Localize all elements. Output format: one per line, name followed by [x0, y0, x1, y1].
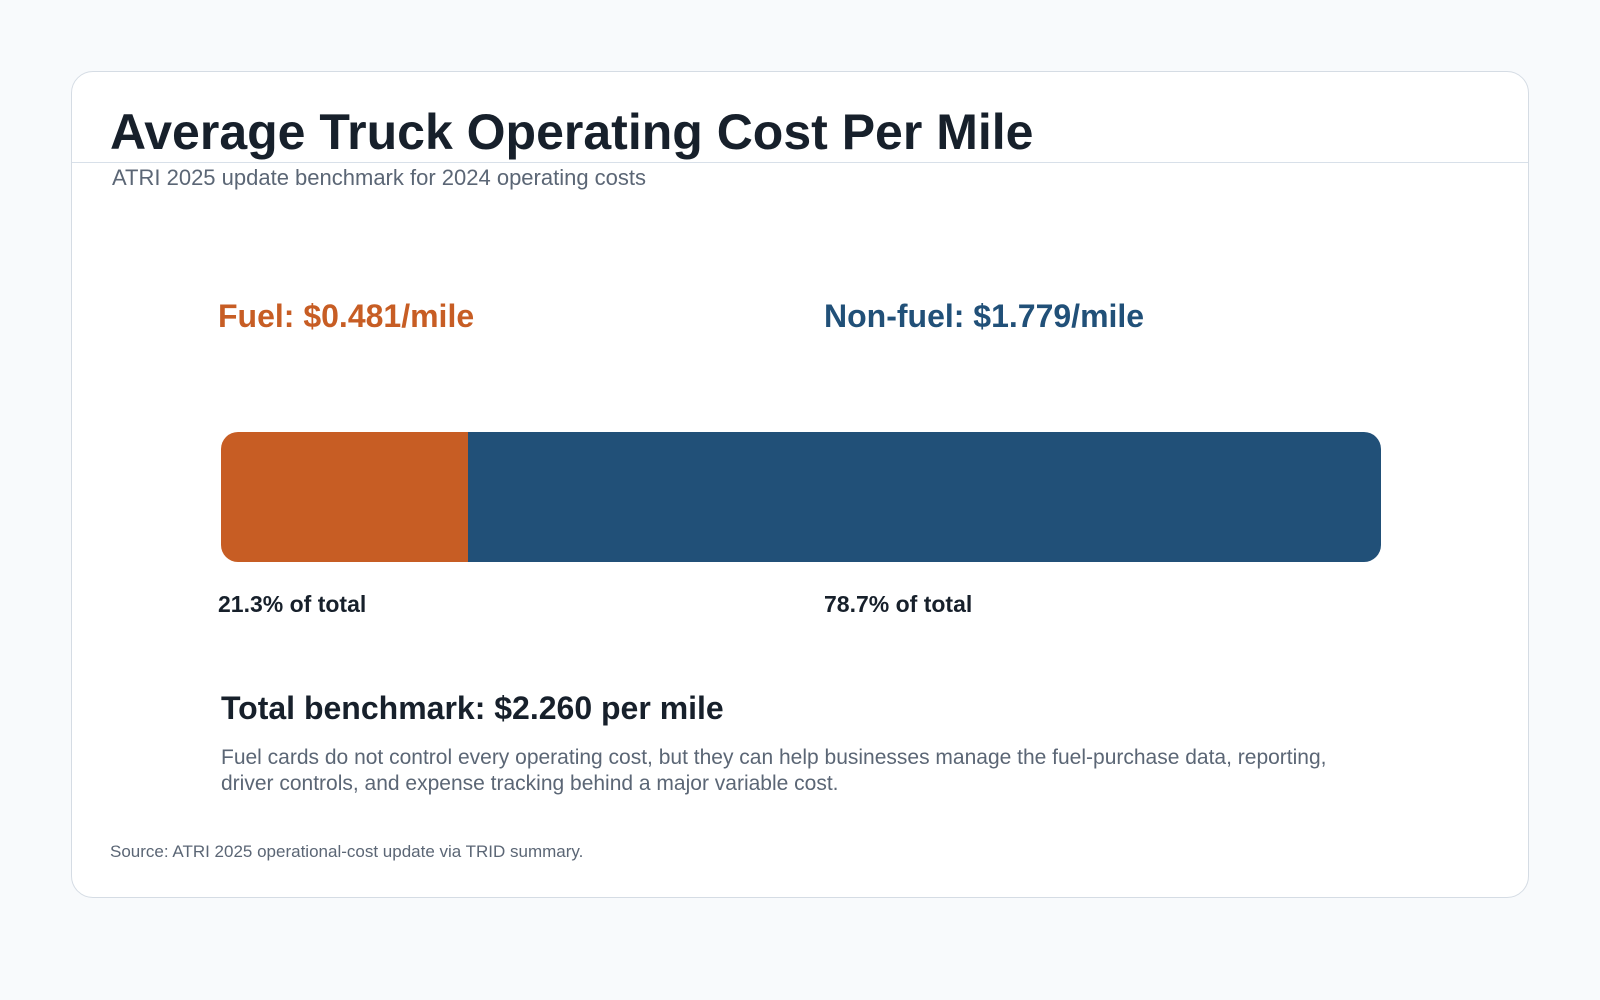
title-divider: [72, 162, 1528, 163]
explanatory-note: Fuel cards do not control every operatin…: [221, 746, 1327, 795]
non-fuel-bar-segment: [467, 432, 1381, 562]
chart-card: Average Truck Operating Cost Per Mile AT…: [71, 71, 1529, 898]
source-note: Source: ATRI 2025 operational-cost updat…: [110, 842, 584, 861]
non-fuel-value-label: Non-fuel: $1.779/mile: [824, 298, 1145, 334]
chart-title: Average Truck Operating Cost Per Mile: [110, 104, 1034, 160]
stacked-bar: [221, 432, 1381, 562]
fuel-bar-segment: [221, 432, 468, 562]
chart-subtitle: ATRI 2025 update benchmark for 2024 oper…: [112, 165, 647, 190]
fuel-value-label: Fuel: $0.481/mile: [218, 298, 475, 334]
non-fuel-share-label: 78.7% of total: [824, 591, 973, 617]
fuel-share-label: 21.3% of total: [218, 591, 367, 617]
total-benchmark: Total benchmark: $2.260 per mile: [221, 690, 724, 726]
